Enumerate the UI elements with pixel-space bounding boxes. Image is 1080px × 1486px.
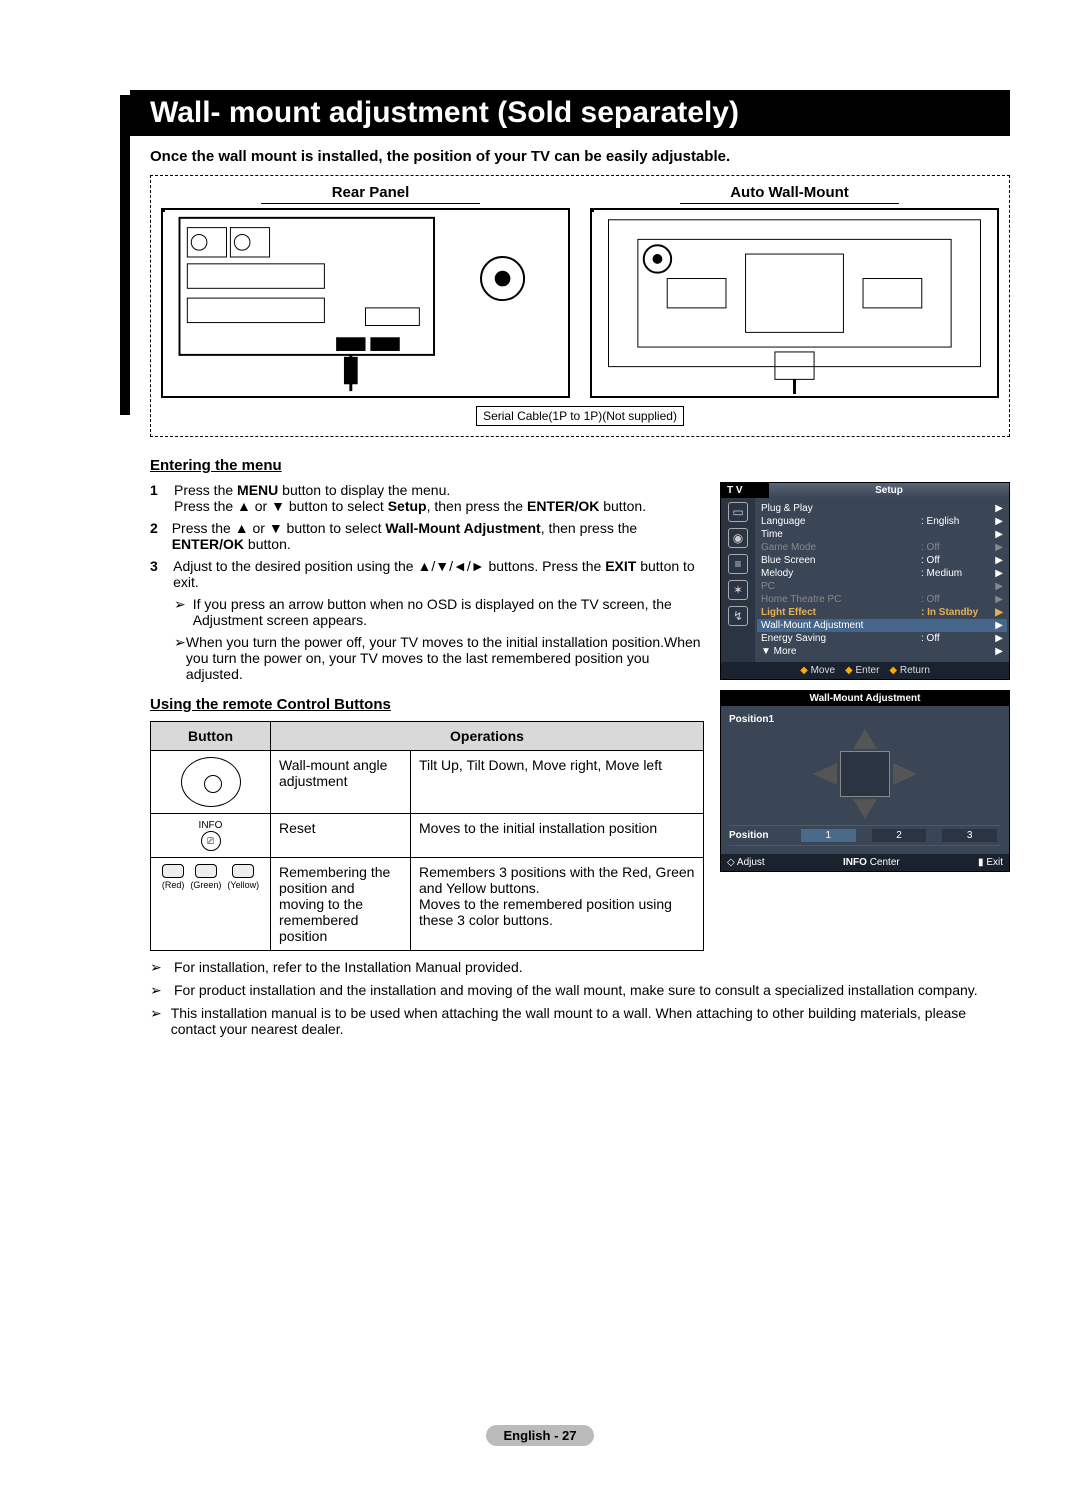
tv-menu-item: ▼ More▶ xyxy=(761,645,1003,658)
tv-menu-item: Wall-Mount Adjustment▶ xyxy=(757,619,1007,632)
adj-adjust: ◇ Adjust xyxy=(727,857,765,868)
footer-return: Return xyxy=(889,665,929,676)
wall-mount-adjustment-panel: Wall-Mount Adjustment Position1 Position… xyxy=(720,690,1010,872)
input-icon: ↯ xyxy=(728,606,748,626)
rear-panel-label: Rear Panel xyxy=(261,184,480,204)
sound-icon: ◉ xyxy=(728,528,748,548)
tv-menu-item: Blue Screen: Off▶ xyxy=(761,554,1003,567)
table-row: (Red)(Green)(Yellow)Remembering the posi… xyxy=(151,858,704,951)
table-row: INFO⎚ResetMoves to the initial installat… xyxy=(151,814,704,858)
pos-3: 3 xyxy=(942,829,997,842)
tv-menu-item: Time▶ xyxy=(761,528,1003,541)
tv-setup-menu: T V Setup ▭ ◉ ≡ ✶ ↯ Plug & Play▶Language… xyxy=(720,482,1010,680)
bottom-notes: ➢For installation, refer to the Installa… xyxy=(150,959,1010,1037)
adj-title: Wall-Mount Adjustment xyxy=(721,691,1009,706)
cable-label: Serial Cable(1P to 1P)(Not supplied) xyxy=(476,406,684,426)
th-operations: Operations xyxy=(271,722,704,751)
diagram-box: Rear Panel Auto Wall-Mount xyxy=(150,175,1010,437)
position-row-label: Position xyxy=(729,830,789,841)
tv-menu-item: Plug & Play▶ xyxy=(761,502,1003,515)
setup-icon: ✶ xyxy=(728,580,748,600)
adj-dpad xyxy=(805,729,925,819)
page-number: English - 27 xyxy=(486,1425,595,1446)
tv-menu-footer: Move Enter Return xyxy=(721,662,1009,679)
th-button: Button xyxy=(151,722,271,751)
step-item: 3Adjust to the desired position using th… xyxy=(150,558,704,590)
entering-menu-heading: Entering the menu xyxy=(150,457,1010,474)
tv-menu-item: Melody: Medium▶ xyxy=(761,567,1003,580)
tv-menu-item: Home Theatre PC: Off▶ xyxy=(761,593,1003,606)
pos-1: 1 xyxy=(801,829,856,842)
wall-mount-label: Auto Wall-Mount xyxy=(680,184,899,204)
pos-2: 2 xyxy=(872,829,927,842)
tv-label: T V xyxy=(721,483,769,498)
info-button-icon: INFO⎚ xyxy=(159,820,262,851)
bottom-note: ➢This installation manual is to be used … xyxy=(150,1005,1010,1037)
page-title: Wall- mount adjustment (Sold separately) xyxy=(130,90,1010,136)
tv-menu-item: Game Mode: Off▶ xyxy=(761,541,1003,554)
remote-dpad-icon xyxy=(181,757,241,807)
tv-menu-item: Light Effect: In Standby▶ xyxy=(761,606,1003,619)
bottom-note: ➢For installation, refer to the Installa… xyxy=(150,959,1010,976)
using-remote-heading: Using the remote Control Buttons xyxy=(150,696,704,713)
adj-exit: ▮ Exit xyxy=(978,857,1003,868)
rear-panel-diagram xyxy=(161,208,570,398)
step-note: ➢If you press an arrow button when no OS… xyxy=(174,596,704,628)
step-item: 1Press the MENU button to display the me… xyxy=(150,482,704,514)
color-buttons-icon: (Red)(Green)(Yellow) xyxy=(159,864,262,890)
intro-text: Once the wall mount is installed, the po… xyxy=(150,148,1010,165)
button-table: Button Operations Wall-mount angle adjus… xyxy=(150,721,704,951)
position-row: Position 1 2 3 xyxy=(729,825,1001,846)
channel-icon: ≡ xyxy=(728,554,748,574)
footer-move: Move xyxy=(800,665,835,676)
steps-list: 1Press the MENU button to display the me… xyxy=(150,482,704,590)
footer-enter: Enter xyxy=(845,665,879,676)
step-item: 2Press the ▲ or ▼ button to select Wall-… xyxy=(150,520,704,552)
step-note: ➢When you turn the power off, your TV mo… xyxy=(174,634,704,682)
tv-menu-item: Language: English▶ xyxy=(761,515,1003,528)
table-row: Wall-mount angle adjustmentTilt Up, Tilt… xyxy=(151,751,704,814)
picture-icon: ▭ xyxy=(728,502,748,522)
wall-mount-diagram xyxy=(590,208,999,398)
tv-icon-column: ▭ ◉ ≡ ✶ ↯ xyxy=(721,498,755,662)
tv-menu-item: PC▶ xyxy=(761,580,1003,593)
adj-center: INFO Center xyxy=(843,857,900,868)
tv-menu-item: Energy Saving: Off▶ xyxy=(761,632,1003,645)
bottom-note: ➢For product installation and the instal… xyxy=(150,982,1010,999)
side-bar xyxy=(120,95,130,415)
page-footer: English - 27 xyxy=(0,1425,1080,1446)
adj-position-label: Position1 xyxy=(729,714,1001,725)
tv-menu-title: Setup xyxy=(769,483,1009,498)
